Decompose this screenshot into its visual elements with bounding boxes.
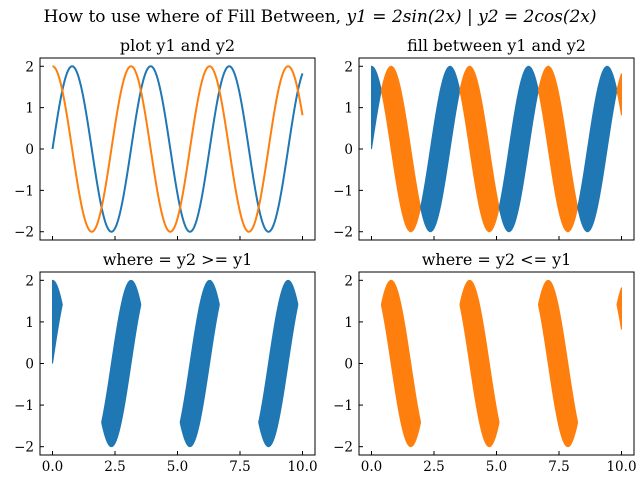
y-tick-label: 0	[25, 142, 34, 158]
x-tick-label: 10.0	[287, 459, 317, 475]
y-tick-label: −2	[14, 225, 34, 241]
y-tick-label: 2	[344, 59, 353, 75]
figure-title-math: y1 = 2sin(2x) | y2 = 2cos(2x)	[345, 7, 596, 27]
x-tick-label: 0.0	[361, 459, 382, 475]
y-tick-label: 2	[25, 59, 34, 75]
subplot-1: plot y1 and y2 −2 −1 0 1 2	[14, 36, 316, 241]
x-tick-label: 7.5	[548, 459, 569, 475]
fill-region-4-1	[616, 287, 622, 330]
y-tick-label: 0	[344, 357, 353, 373]
x-tick-label: 5.0	[486, 459, 507, 475]
y-tick-label: −2	[333, 225, 353, 241]
fill-region-1-1	[381, 279, 421, 448]
y-tick-label: −1	[333, 398, 353, 414]
x-tick-label: 2.5	[423, 459, 444, 475]
figure-title: How to use where of Fill Between, y1 = 2…	[43, 7, 596, 27]
subplot-title: fill between y1 and y2	[407, 36, 586, 55]
subplot-3: where = y2 >= y1 0.0 2.5 5.0 7.5 10.0 −2 −1 0 1 2	[14, 250, 317, 475]
fill-region-2-1	[101, 279, 142, 448]
x-tick-label: 10.0	[606, 459, 636, 475]
x-tick-label: 5.0	[167, 459, 188, 475]
fill-region-1-2	[380, 65, 422, 233]
subplot-title: where = y2 <= y1	[422, 250, 572, 269]
fill-region-1-5	[498, 65, 539, 233]
fill-region-1-7	[577, 65, 618, 233]
x-tick-label: 2.5	[104, 459, 125, 475]
series-line-1	[51, 65, 304, 233]
fill-region-3-1	[538, 279, 578, 448]
fill-region-1-6	[537, 65, 579, 233]
y-tick-label: 2	[25, 273, 34, 289]
y-tick-label: 2	[344, 273, 353, 289]
fill-region-1-3	[420, 65, 461, 233]
series-line-2	[52, 65, 304, 233]
fill-region-1-1	[371, 65, 382, 150]
y-tick-label: 0	[25, 357, 34, 373]
y-tick-label: −1	[14, 398, 34, 414]
subplot-2: fill between y1 and y2 −2 −1 0 1 2	[333, 36, 635, 241]
subplot-title: plot y1 and y2	[120, 36, 235, 55]
y-tick-label: 1	[344, 315, 353, 331]
fill-region-4-1	[258, 279, 299, 448]
y-tick-label: 1	[25, 101, 34, 117]
y-tick-label: −2	[14, 440, 34, 456]
y-tick-label: −1	[14, 183, 34, 199]
y-tick-label: 1	[344, 101, 353, 117]
y-tick-label: −1	[333, 183, 353, 199]
fill-region-1-8	[616, 73, 622, 116]
y-tick-label: 0	[344, 142, 353, 158]
y-tick-label: 1	[25, 315, 34, 331]
fill-region-1-4	[459, 65, 500, 233]
fill-region-2-1	[459, 279, 500, 448]
y-tick-label: −2	[333, 440, 353, 456]
x-tick-label: 7.5	[229, 459, 250, 475]
subplot-4: where = y2 <= y1 0.0 2.5 5.0 7.5 10.0 −2 −1 0 1 2	[333, 250, 636, 475]
subplot-title: where = y2 >= y1	[103, 250, 253, 269]
fill-region-1-1	[52, 279, 63, 364]
figure-title-text: How to use where of Fill Between,	[43, 7, 346, 27]
x-tick-label: 0.0	[42, 459, 63, 475]
fill-region-3-1	[179, 279, 220, 448]
